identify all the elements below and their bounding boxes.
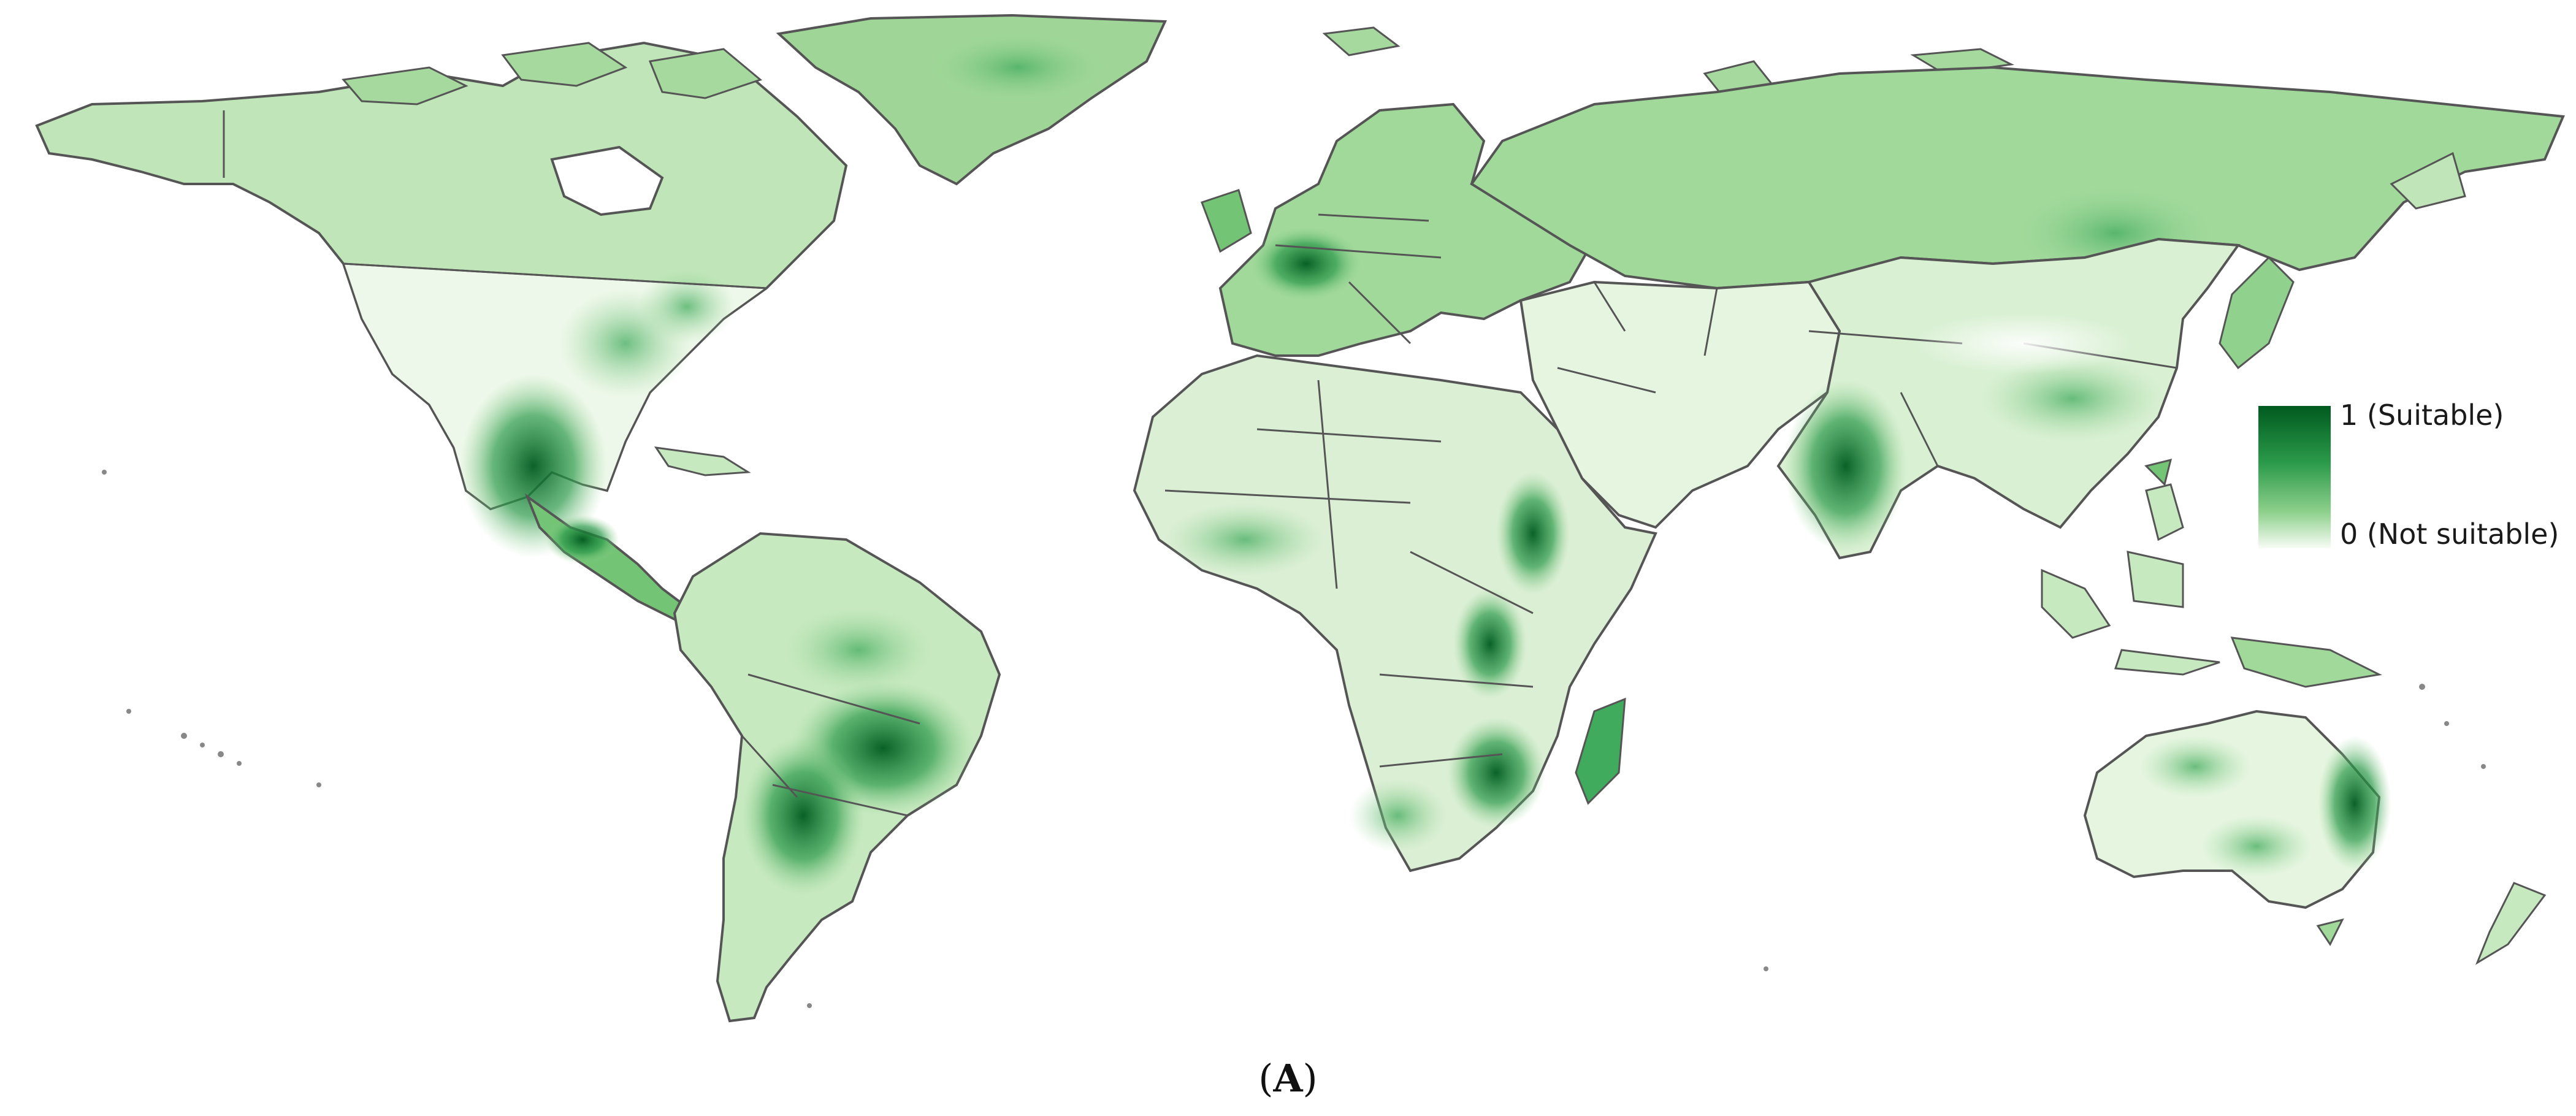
asia [1776,237,2295,560]
europe [1201,102,1596,357]
world-suitability-map [35,13,2565,1023]
legend-color-ramp [2258,406,2331,548]
caption-letter: A [1273,1056,1303,1101]
africa [1133,354,1657,873]
caption-open-paren: ( [1258,1056,1274,1101]
caption-close-paren: ) [1302,1056,1318,1101]
russia [1470,66,2565,290]
pacific-islands [102,470,2486,1008]
north-america [35,41,848,558]
suitability-legend: 1 (Suitable) 0 (Not suitable) [2258,399,2576,553]
australia [2083,709,2547,965]
south-america [673,532,1001,1023]
southeast-asia-islands [2041,483,2382,688]
central-america [524,446,751,621]
figure-caption: (A) [0,1056,2576,1101]
greenland [776,13,1168,186]
legend-max-label: 1 (Suitable) [2340,399,2504,432]
legend-min-label: 0 (Not suitable) [2340,518,2559,551]
